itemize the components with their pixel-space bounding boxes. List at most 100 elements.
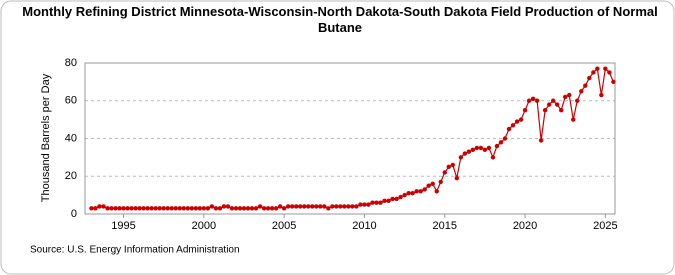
data-point	[414, 189, 419, 194]
data-point	[149, 206, 154, 211]
y-tick-label: 60	[65, 95, 77, 107]
data-point	[302, 204, 307, 209]
data-point	[486, 145, 492, 151]
data-point	[522, 107, 528, 113]
x-tick-label: 1995	[111, 220, 135, 232]
data-point	[466, 149, 472, 154]
data-point	[374, 200, 379, 205]
chart-title: Monthly Refining District Minnesota-Wisc…	[22, 4, 658, 35]
data-point	[277, 204, 283, 209]
data-point	[217, 206, 223, 211]
data-point	[105, 206, 110, 211]
data-point	[330, 204, 335, 209]
data-point	[434, 189, 439, 194]
data-point	[225, 204, 231, 209]
data-point	[390, 196, 395, 202]
data-point	[611, 79, 616, 85]
data-point	[129, 206, 134, 211]
data-point	[587, 75, 592, 81]
data-point	[603, 66, 608, 71]
data-point	[121, 206, 126, 211]
data-point	[253, 206, 259, 211]
data-point	[418, 189, 423, 194]
data-point	[454, 175, 460, 181]
data-point	[229, 206, 235, 211]
data-point	[213, 206, 219, 211]
data-point	[410, 191, 415, 196]
x-tick-label: 2005	[272, 220, 296, 232]
data-point	[462, 151, 468, 156]
data-point	[558, 107, 564, 113]
data-point	[546, 102, 552, 107]
data-point	[89, 206, 94, 211]
data-point	[534, 98, 540, 103]
data-point	[538, 138, 544, 143]
data-point	[366, 202, 371, 207]
data-point	[607, 70, 612, 75]
data-point	[446, 164, 451, 170]
x-tick-label: 2015	[433, 220, 457, 232]
data-point	[474, 145, 480, 151]
data-point	[249, 206, 255, 211]
data-point	[338, 204, 343, 209]
data-point	[101, 204, 106, 209]
data-point	[289, 204, 295, 209]
data-point	[526, 98, 532, 103]
data-point	[438, 179, 443, 185]
data-point	[354, 204, 359, 209]
data-point	[430, 181, 435, 186]
plot-frame	[84, 62, 616, 215]
data-point	[273, 206, 279, 211]
x-tick-label: 2020	[513, 220, 537, 232]
data-point	[498, 140, 504, 145]
data-point	[322, 204, 327, 209]
data-point	[221, 204, 227, 209]
data-point	[342, 204, 347, 209]
data-point	[209, 204, 215, 209]
data-point	[97, 204, 102, 209]
data-point	[189, 206, 195, 211]
data-point	[133, 206, 138, 211]
data-point	[518, 117, 524, 122]
data-point	[173, 206, 178, 211]
data-point	[402, 192, 407, 198]
data-point	[579, 89, 584, 94]
data-point	[567, 92, 572, 98]
data-point	[257, 204, 263, 209]
data-point	[169, 206, 174, 211]
data-point	[595, 66, 600, 71]
data-point	[514, 119, 520, 124]
data-point	[241, 206, 247, 211]
data-point	[117, 206, 122, 211]
data-point	[398, 194, 403, 200]
data-point	[306, 204, 311, 209]
data-point	[269, 206, 275, 211]
data-point	[571, 117, 576, 122]
data-point	[109, 206, 114, 211]
data-point	[334, 204, 339, 209]
x-tick-label: 2025	[593, 220, 617, 232]
data-point	[575, 98, 580, 103]
data-point	[113, 206, 118, 211]
data-point	[185, 206, 190, 211]
data-point	[550, 98, 556, 103]
data-point	[458, 155, 464, 160]
data-point	[482, 147, 488, 153]
data-point	[442, 170, 447, 175]
data-point	[386, 198, 391, 203]
source: Source: U.S. Energy Information Administ…	[30, 245, 240, 256]
x-tick-label: 2010	[352, 220, 376, 232]
data-point	[530, 96, 536, 102]
data-point	[426, 183, 431, 188]
y-tick-label: 40	[65, 132, 77, 144]
data-point	[161, 206, 166, 211]
y-tick-label: 20	[65, 170, 77, 182]
data-point	[382, 198, 387, 203]
data-point	[165, 206, 170, 211]
data-point	[450, 162, 455, 168]
data-point	[233, 206, 239, 211]
data-point	[494, 143, 500, 149]
